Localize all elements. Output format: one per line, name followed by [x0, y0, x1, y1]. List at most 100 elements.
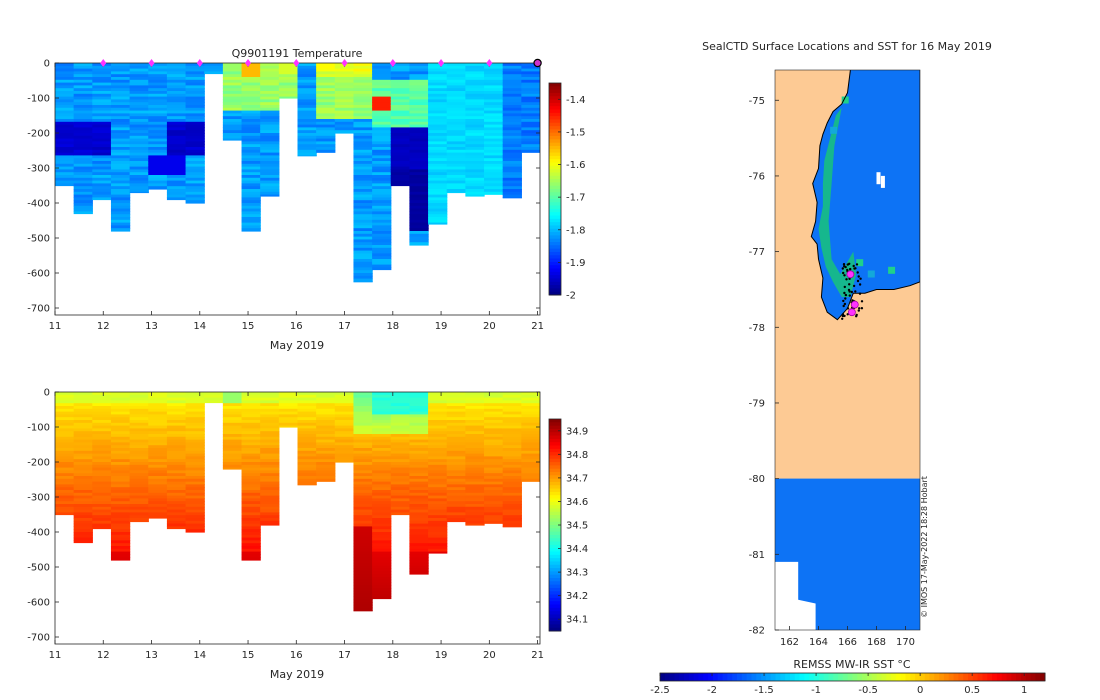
- heatmap-cell: [465, 518, 485, 522]
- colorbar-swatch: [549, 485, 561, 490]
- heatmap-cell: [372, 462, 392, 466]
- heatmap-cell: [428, 529, 448, 533]
- colorbar-swatch: [549, 235, 561, 240]
- heatmap-cell: [390, 96, 411, 100]
- heatmap-cell: [316, 453, 336, 457]
- heatmap-cell: [241, 147, 261, 151]
- heatmap-cell: [372, 261, 392, 266]
- heatmap-cell: [409, 96, 429, 100]
- heatmap-cell: [185, 88, 205, 92]
- heatmap-cell: [185, 79, 205, 84]
- heatmap-cell: [521, 464, 540, 469]
- seal-track-point: [856, 279, 860, 283]
- heatmap-cell: [73, 529, 93, 533]
- colorbar-tick-label: 34.4: [566, 544, 588, 555]
- heatmap-cell: [92, 425, 112, 429]
- heatmap-cell: [73, 417, 93, 421]
- heatmap-cell: [55, 82, 75, 86]
- heatmap-cell: [55, 487, 75, 491]
- heatmap-cell: [372, 99, 392, 103]
- heatmap-cell: [353, 65, 373, 70]
- heatmap-cell: [502, 175, 522, 179]
- heatmap-cell: [129, 403, 149, 407]
- heatmap-cell: [297, 82, 317, 86]
- heatmap-cell: [241, 459, 261, 463]
- heatmap-cell: [446, 105, 466, 109]
- colorbar-swatch: [929, 673, 935, 681]
- heatmap-cell: [502, 420, 522, 424]
- heatmap-cell: [409, 65, 429, 70]
- heatmap-cell: [353, 250, 373, 254]
- heatmap-cell: [185, 492, 205, 497]
- heatmap-cell: [465, 501, 485, 505]
- heatmap-cell: [92, 484, 112, 488]
- heatmap-cell: [409, 394, 429, 399]
- heatmap-cell: [484, 147, 504, 151]
- heatmap-cell: [521, 467, 540, 471]
- heatmap-cell: [129, 141, 149, 145]
- heatmap-cell: [465, 152, 485, 156]
- heatmap-cell: [185, 467, 205, 471]
- colorbar-tick-label: -1.4: [566, 95, 586, 106]
- heatmap-cell: [129, 82, 149, 86]
- sst-map: [775, 70, 920, 630]
- colorbar-swatch: [549, 96, 561, 101]
- heatmap-cell: [129, 177, 149, 182]
- heatmap-cell: [260, 490, 280, 494]
- heatmap-cell: [241, 124, 261, 128]
- heatmap-cell: [148, 400, 168, 404]
- heatmap-cell: [446, 113, 466, 117]
- heatmap-cell: [260, 397, 280, 401]
- heatmap-cell: [110, 492, 131, 497]
- heatmap-cell: [241, 392, 261, 396]
- heatmap-cell: [409, 191, 429, 196]
- heatmap-cell: [222, 467, 243, 470]
- y-tick-label: -500: [27, 234, 50, 245]
- colorbar-swatch: [549, 112, 561, 117]
- heatmap-cell: [55, 495, 75, 499]
- colorbar-swatch: [549, 182, 561, 187]
- heatmap-cell: [129, 169, 149, 173]
- heatmap-cell: [428, 492, 448, 497]
- heatmap-cell: [353, 588, 373, 592]
- heatmap-cell: [222, 408, 243, 413]
- heatmap-cell: [428, 414, 448, 418]
- x-tick-label: 21: [531, 321, 544, 332]
- heatmap-cell: [372, 245, 392, 249]
- heatmap-cell: [316, 141, 336, 145]
- heatmap-cell: [73, 487, 93, 491]
- heatmap-cell: [241, 473, 261, 477]
- heatmap-cell: [409, 557, 429, 561]
- heatmap-cell: [241, 127, 261, 131]
- heatmap-cell: [409, 523, 429, 527]
- heatmap-cell: [502, 504, 522, 508]
- heatmap-cell: [55, 467, 75, 471]
- heatmap-cell: [241, 177, 261, 182]
- heatmap-cell: [409, 445, 429, 449]
- heatmap-cell: [166, 169, 187, 173]
- heatmap-cell: [521, 113, 540, 117]
- heatmap-cell: [166, 436, 187, 441]
- heatmap-cell: [484, 394, 504, 399]
- heatmap-cell: [316, 127, 336, 131]
- heatmap-cell: [204, 68, 224, 72]
- heatmap-cell: [502, 414, 522, 418]
- colorbar-swatch: [549, 152, 561, 157]
- heatmap-cell: [185, 152, 205, 156]
- colorbar-swatch: [761, 673, 767, 681]
- heatmap-cell: [92, 504, 112, 508]
- heatmap-cell: [428, 124, 448, 128]
- heatmap-cell: [446, 431, 466, 435]
- heatmap-cell: [353, 557, 373, 561]
- colorbar-swatch: [958, 673, 964, 681]
- heatmap-cell: [428, 71, 448, 75]
- heatmap-cell: [353, 548, 373, 553]
- colorbar-swatch: [549, 198, 561, 203]
- heatmap-cell: [465, 506, 485, 511]
- seal-track-point: [854, 267, 857, 270]
- heatmap-cell: [409, 515, 429, 519]
- heatmap-cell: [260, 484, 280, 488]
- heatmap-cell: [428, 141, 448, 145]
- heatmap-cell: [55, 422, 75, 427]
- heatmap-cell: [166, 96, 187, 100]
